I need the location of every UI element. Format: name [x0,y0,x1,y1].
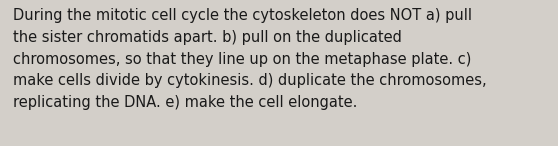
Text: replicating the DNA. e) make the cell elongate.: replicating the DNA. e) make the cell el… [13,95,357,110]
Text: make cells divide by cytokinesis. d) duplicate the chromosomes,: make cells divide by cytokinesis. d) dup… [13,73,487,88]
Text: chromosomes, so that they line up on the metaphase plate. c): chromosomes, so that they line up on the… [13,52,472,67]
Text: the sister chromatids apart. b) pull on the duplicated: the sister chromatids apart. b) pull on … [13,30,402,45]
Text: During the mitotic cell cycle the cytoskeleton does NOT a) pull: During the mitotic cell cycle the cytosk… [13,8,472,23]
